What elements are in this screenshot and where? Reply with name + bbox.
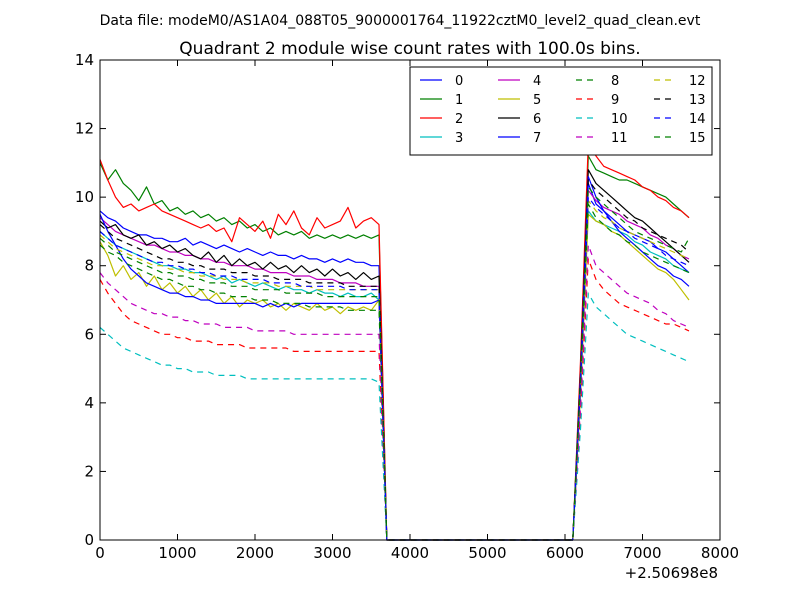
x-tick-label: 2000 xyxy=(236,544,274,562)
legend-label-12: 12 xyxy=(689,74,706,89)
legend-label-4: 4 xyxy=(533,74,541,89)
series-line-14 xyxy=(99,196,690,541)
legend-label-9: 9 xyxy=(611,93,619,108)
series-line-3 xyxy=(99,210,690,541)
y-tick-label: 0 xyxy=(84,531,94,549)
chart-suptitle: Data file: modeM0/AS1A04_088T05_90000017… xyxy=(100,13,701,29)
series-line-12 xyxy=(99,200,690,541)
x-tick-label: 7000 xyxy=(623,544,661,562)
x-tick-label: 1000 xyxy=(158,544,196,562)
y-tick-label: 2 xyxy=(84,462,94,480)
series-line-11 xyxy=(99,244,690,541)
y-tick-label: 4 xyxy=(84,394,94,412)
legend-label-10: 10 xyxy=(611,112,628,127)
legend-label-0: 0 xyxy=(455,74,463,89)
series-line-1 xyxy=(99,155,690,541)
legend-box xyxy=(409,66,713,156)
legend-label-14: 14 xyxy=(689,112,706,127)
series-line-6 xyxy=(99,169,690,541)
x-tick-label: 8000 xyxy=(701,544,739,562)
y-tick-label: 10 xyxy=(75,188,94,206)
legend-label-13: 13 xyxy=(689,93,706,108)
series-line-8 xyxy=(99,203,690,541)
x-tick-label: 3000 xyxy=(313,544,351,562)
y-tick-label: 8 xyxy=(84,257,94,275)
legend-label-2: 2 xyxy=(455,112,463,127)
legend-label-8: 8 xyxy=(611,74,619,89)
legend-label-5: 5 xyxy=(533,93,541,108)
legend-label-11: 11 xyxy=(611,131,628,146)
series-line-10 xyxy=(99,292,690,541)
series-line-0 xyxy=(99,182,690,541)
series-line-4 xyxy=(99,189,690,541)
x-tick-label: 4000 xyxy=(391,544,429,562)
x-offset-label: +2.50698e8 xyxy=(625,564,718,582)
series-line-13 xyxy=(99,179,690,541)
series-line-9 xyxy=(99,258,690,541)
y-tick-label: 6 xyxy=(84,325,94,343)
series-line-15 xyxy=(99,186,690,541)
axis-ticks: 0 1000 2000 3000 4000 5000 6000 7000 80000246810… xyxy=(75,51,739,562)
legend-label-3: 3 xyxy=(455,131,463,146)
chart-title: Quadrant 2 module wise count rates with … xyxy=(179,39,640,59)
x-tick-label: 5000 xyxy=(468,544,506,562)
series-line-5 xyxy=(99,213,690,541)
y-tick-label: 14 xyxy=(75,51,94,69)
legend-label-1: 1 xyxy=(455,93,463,108)
series-line-7 xyxy=(99,176,690,541)
y-tick-label: 12 xyxy=(75,120,94,138)
legend-label-7: 7 xyxy=(533,131,541,146)
series-line-2 xyxy=(99,141,690,541)
legend-label-15: 15 xyxy=(689,131,706,146)
legend-label-6: 6 xyxy=(533,112,541,127)
x-tick-label: 6000 xyxy=(546,544,584,562)
x-tick-label: 0 xyxy=(95,544,105,562)
series-layer xyxy=(99,141,690,541)
